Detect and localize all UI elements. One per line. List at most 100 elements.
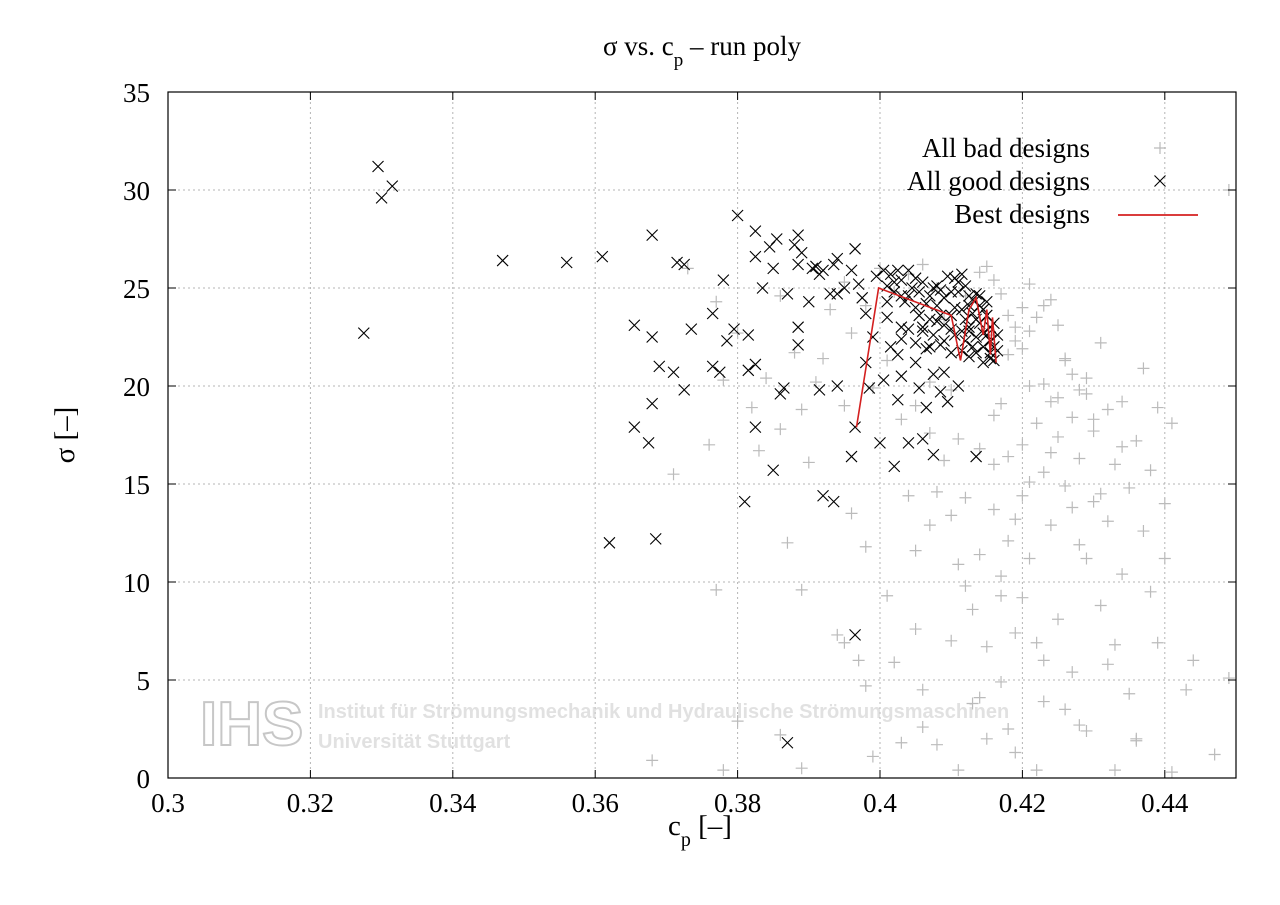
y-tick-label: 20 — [123, 372, 150, 402]
bad-design-point — [1087, 495, 1100, 508]
good-design-point — [831, 252, 844, 265]
bad-design-point — [1044, 395, 1057, 408]
good-design-point — [920, 342, 933, 355]
good-design-point — [728, 323, 740, 336]
good-design-point — [899, 295, 911, 308]
bad-design-point — [881, 589, 894, 602]
good-design-point — [923, 340, 936, 353]
bad-design-point — [845, 327, 858, 340]
bad-design-point — [1066, 501, 1079, 514]
y-axis-label: σ [–] — [49, 407, 81, 464]
good-design-point — [667, 366, 680, 379]
bad-design-point — [1080, 372, 1093, 385]
good-design-point — [756, 282, 769, 294]
good-design-point — [777, 382, 790, 394]
watermark-logo: IHS — [200, 690, 303, 759]
good-design-point — [938, 319, 950, 332]
legend-label: All bad designs — [922, 133, 1090, 163]
good-design-point — [767, 262, 780, 275]
bad-design-point — [1002, 534, 1015, 547]
good-design-point — [977, 340, 990, 353]
good-design-point — [927, 448, 940, 461]
bad-design-point — [945, 634, 958, 647]
bad-design-point — [1002, 450, 1015, 463]
bad-design-point — [831, 628, 844, 641]
good-design-point — [955, 303, 968, 316]
bad-design-point — [1002, 723, 1015, 735]
bad-design-point — [1044, 519, 1057, 532]
bad-design-point — [1158, 552, 1171, 565]
bad-design-point — [1101, 515, 1114, 528]
bad-design-point — [824, 303, 837, 316]
good-design-point — [959, 335, 972, 347]
bad-design-point — [817, 352, 830, 365]
bad-design-point — [916, 683, 929, 696]
bad-design-point — [795, 403, 808, 416]
good-design-point — [810, 260, 822, 273]
good-design-point — [770, 233, 783, 245]
bad-design-point — [1073, 719, 1086, 732]
good-design-point — [977, 356, 990, 369]
grid — [168, 92, 1236, 778]
good-design-point — [927, 329, 940, 341]
bad-design-point — [895, 736, 908, 749]
good-design-point — [375, 191, 388, 204]
bad-design-point — [1165, 766, 1178, 779]
good-design-point — [913, 286, 926, 298]
bad-design-point — [1023, 278, 1036, 291]
good-design-point — [560, 256, 573, 269]
legend-label: All good designs — [907, 166, 1090, 196]
bad-design-point — [1023, 476, 1036, 489]
bad-design-point — [1030, 417, 1043, 430]
bad-design-point — [987, 409, 1000, 422]
bad-design-point — [1116, 568, 1129, 581]
good-design-point — [792, 338, 805, 351]
bad-design-point — [646, 754, 659, 767]
good-design-point — [934, 309, 947, 322]
bad-design-point — [845, 507, 858, 520]
bad-design-point — [1094, 487, 1107, 500]
good-design-point — [646, 229, 659, 241]
bad-design-point — [973, 548, 986, 561]
good-design-point — [948, 301, 961, 314]
bad-design-point — [859, 540, 872, 553]
good-design-point — [913, 382, 926, 394]
good-design-point — [902, 323, 915, 336]
good-design-point — [938, 335, 950, 347]
good-design-point — [596, 250, 609, 263]
bad-design-point — [995, 397, 1008, 410]
good-design-point — [646, 397, 659, 410]
good-design-point — [813, 384, 826, 396]
bad-design-point — [1009, 513, 1022, 526]
good-design-point — [706, 307, 719, 320]
bad-design-point — [1180, 683, 1193, 696]
bad-design-point — [1066, 666, 1079, 679]
good-design-point — [909, 356, 922, 369]
good-design-point — [906, 282, 918, 294]
bad-design-point — [966, 603, 979, 616]
good-design-point — [866, 331, 879, 343]
bad-design-point — [959, 491, 972, 504]
bad-design-point — [1009, 746, 1022, 759]
x-tick-label: 0.38 — [714, 788, 761, 818]
x-tick-label: 0.32 — [287, 788, 334, 818]
good-design-point — [749, 358, 762, 371]
bad-design-point — [1130, 732, 1143, 745]
bad-design-point — [1030, 764, 1043, 777]
good-design-point — [774, 387, 787, 400]
bad-design-point — [1208, 748, 1221, 761]
bad-design-point — [1052, 391, 1064, 404]
bad-design-point — [859, 679, 872, 692]
good-design-point — [642, 436, 655, 449]
x-tick-label: 0.36 — [572, 788, 619, 818]
bad-design-point — [1108, 638, 1121, 651]
good-design-point — [671, 256, 683, 269]
legend-label: Best designs — [954, 199, 1090, 229]
bad-design-point — [1073, 452, 1086, 465]
good-design-point — [895, 370, 908, 383]
bad-design-point — [1037, 299, 1050, 312]
bad-design-point — [1158, 497, 1171, 510]
x-tick-label: 0.3 — [151, 788, 185, 818]
good-design-point — [357, 327, 370, 339]
bad-design-point — [952, 558, 965, 571]
